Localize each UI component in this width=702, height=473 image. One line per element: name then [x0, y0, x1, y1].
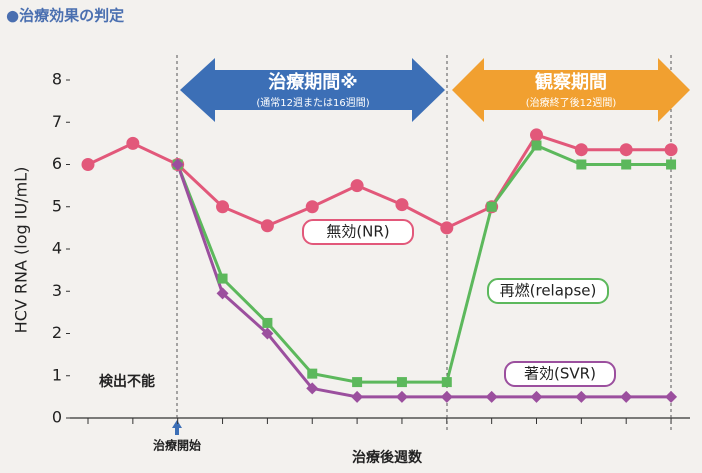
marker	[395, 390, 408, 403]
marker	[441, 377, 452, 388]
start-label: 治療開始	[153, 438, 201, 453]
treatment-label: 治療期間※	[268, 71, 358, 93]
y-axis-label: HCV RNA (log IU/mL)	[12, 167, 31, 334]
marker	[351, 390, 364, 403]
marker	[81, 158, 95, 171]
marker	[530, 390, 543, 403]
y-tick-label: 8	[52, 70, 62, 89]
series-line	[87, 133, 672, 230]
legend-box	[302, 219, 414, 245]
y-tick-label: 4	[52, 239, 62, 258]
marker	[575, 390, 588, 403]
marker	[306, 382, 319, 395]
legend-box	[487, 278, 609, 304]
series-line	[176, 143, 672, 384]
marker	[216, 200, 230, 214]
legend-label: 著効(SVR)	[524, 365, 596, 383]
x-axis-label: 治療後週数	[352, 449, 423, 466]
observation-label: 観察期間	[535, 71, 607, 93]
marker	[126, 136, 140, 150]
legend-box	[504, 361, 616, 387]
marker	[216, 287, 229, 300]
marker	[531, 140, 542, 151]
y-tick-label: 5	[52, 196, 62, 215]
marker	[485, 390, 498, 403]
y-tick-label: 2	[52, 323, 62, 342]
observation-note: (治療終了後12週間)	[526, 96, 617, 109]
marker	[666, 159, 677, 170]
marker	[262, 317, 273, 328]
marker	[396, 377, 407, 388]
observation-arrow	[452, 58, 690, 122]
chart-title: ●治療効果の判定	[6, 7, 124, 25]
marker	[620, 390, 633, 403]
marker	[619, 143, 633, 157]
marker	[171, 158, 184, 171]
marker	[486, 201, 497, 212]
y-tick-label: 0	[52, 408, 62, 427]
marker	[395, 198, 409, 212]
marker	[305, 200, 319, 214]
marker	[621, 159, 632, 170]
marker	[440, 390, 453, 403]
marker	[350, 179, 364, 193]
marker	[307, 368, 318, 379]
start-arrow	[172, 420, 182, 435]
marker	[576, 159, 587, 170]
y-tick-label: 7	[52, 112, 62, 131]
legend-label: 無効(NR)	[326, 223, 389, 241]
marker	[664, 143, 678, 157]
treatment-note: (通常12週または16週間)	[256, 96, 369, 109]
marker	[440, 221, 454, 235]
legend-label: 再燃(relapse)	[500, 282, 597, 300]
marker	[574, 143, 588, 157]
marker	[352, 377, 363, 388]
y-tick-label: 3	[52, 281, 62, 300]
series-line	[176, 164, 672, 399]
y-tick-label: 6	[52, 154, 62, 173]
treatment-arrow	[180, 58, 445, 122]
marker	[665, 390, 678, 403]
marker	[260, 219, 274, 233]
undetectable-label: 検出不能	[99, 373, 155, 390]
marker	[261, 327, 274, 340]
marker	[530, 128, 543, 142]
y-tick-label: 1	[52, 365, 62, 384]
marker	[217, 273, 228, 284]
